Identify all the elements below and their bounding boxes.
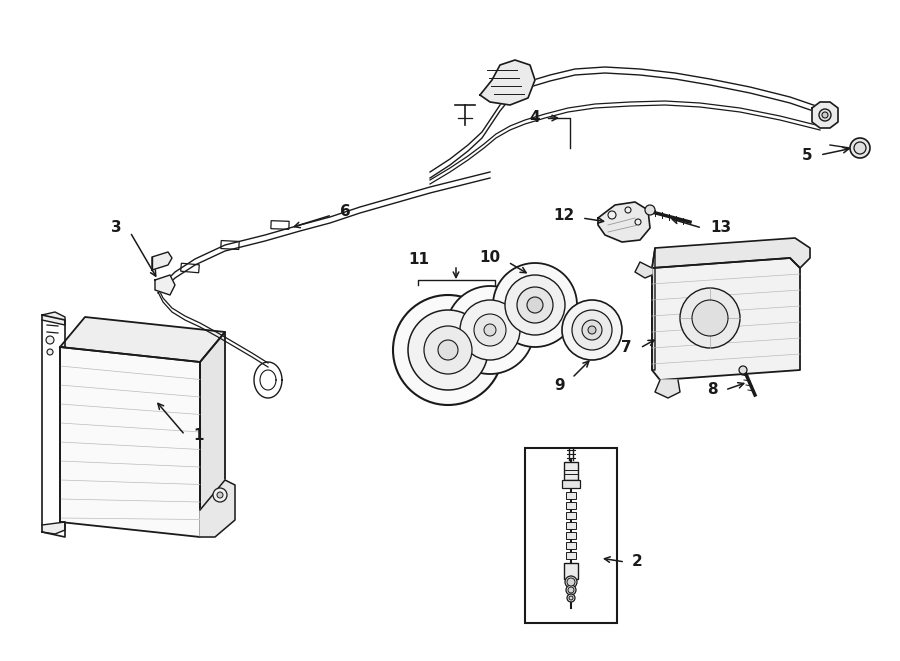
Circle shape: [474, 314, 506, 346]
Bar: [562, 480, 580, 488]
Circle shape: [484, 324, 496, 336]
Bar: [566, 522, 576, 529]
Bar: [566, 492, 576, 499]
Text: 13: 13: [710, 221, 731, 235]
Text: 7: 7: [621, 340, 632, 356]
Circle shape: [582, 320, 602, 340]
Circle shape: [393, 295, 503, 405]
Bar: [564, 462, 578, 480]
Polygon shape: [655, 380, 680, 398]
Circle shape: [408, 310, 488, 390]
Circle shape: [438, 340, 458, 360]
Circle shape: [493, 263, 577, 347]
Polygon shape: [155, 275, 175, 295]
Bar: [566, 542, 576, 549]
Text: 3: 3: [112, 221, 122, 235]
Polygon shape: [652, 258, 800, 380]
Polygon shape: [60, 317, 225, 362]
Circle shape: [635, 219, 641, 225]
Circle shape: [850, 138, 870, 158]
Polygon shape: [42, 522, 65, 534]
Circle shape: [213, 488, 227, 502]
Text: 12: 12: [554, 208, 575, 223]
Circle shape: [680, 288, 740, 348]
Bar: [181, 263, 199, 273]
Circle shape: [565, 576, 577, 588]
Circle shape: [46, 336, 54, 344]
Circle shape: [854, 142, 866, 154]
Circle shape: [567, 594, 575, 602]
Bar: [525, 448, 617, 623]
Circle shape: [424, 326, 472, 374]
Circle shape: [608, 211, 616, 219]
Circle shape: [517, 287, 553, 323]
Polygon shape: [42, 312, 65, 325]
Text: 1: 1: [193, 428, 203, 442]
Circle shape: [527, 297, 543, 313]
Bar: [566, 512, 576, 519]
Polygon shape: [200, 480, 235, 537]
Polygon shape: [812, 102, 838, 128]
Circle shape: [822, 112, 828, 118]
Text: 4: 4: [529, 110, 540, 126]
Circle shape: [569, 596, 573, 600]
Polygon shape: [200, 332, 225, 537]
Polygon shape: [480, 60, 535, 105]
Bar: [566, 552, 576, 559]
Polygon shape: [652, 248, 655, 370]
Polygon shape: [635, 262, 652, 278]
Polygon shape: [598, 202, 650, 242]
Bar: [271, 221, 289, 229]
Circle shape: [572, 310, 612, 350]
Text: 6: 6: [340, 204, 351, 219]
Circle shape: [568, 587, 574, 593]
Circle shape: [739, 366, 747, 374]
Text: 10: 10: [479, 251, 500, 266]
Circle shape: [625, 207, 631, 213]
Bar: [564, 563, 578, 579]
Text: 2: 2: [632, 555, 643, 570]
Circle shape: [47, 349, 53, 355]
Circle shape: [460, 300, 520, 360]
Bar: [566, 532, 576, 539]
Polygon shape: [152, 252, 172, 270]
Text: 9: 9: [554, 377, 565, 393]
Polygon shape: [652, 238, 810, 268]
Bar: [566, 502, 576, 509]
Circle shape: [567, 578, 575, 586]
Circle shape: [562, 300, 622, 360]
Circle shape: [692, 300, 728, 336]
Text: 8: 8: [707, 383, 718, 397]
Circle shape: [446, 286, 534, 374]
Circle shape: [566, 585, 576, 595]
Circle shape: [505, 275, 565, 335]
Polygon shape: [60, 347, 200, 537]
Text: 5: 5: [801, 147, 812, 163]
Text: 11: 11: [408, 253, 429, 268]
Circle shape: [588, 326, 596, 334]
Circle shape: [645, 205, 655, 215]
Circle shape: [819, 109, 831, 121]
Bar: [220, 241, 239, 249]
Circle shape: [217, 492, 223, 498]
